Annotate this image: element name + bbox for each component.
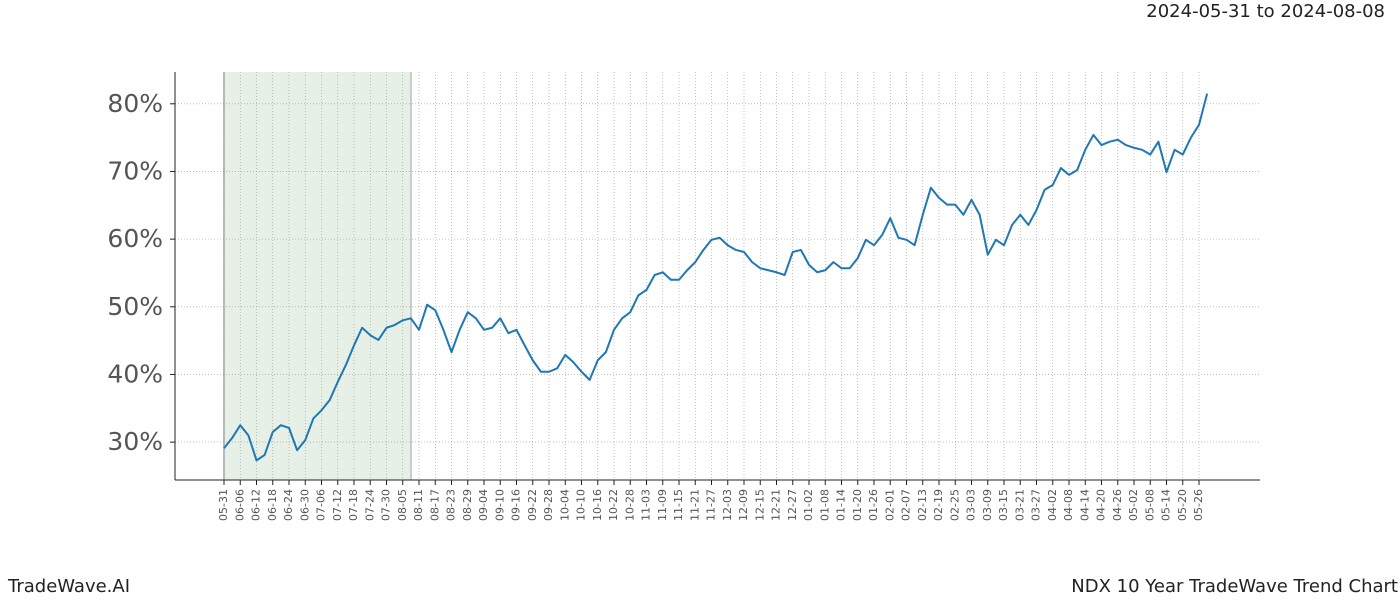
x-tick-label: 04-08	[1062, 489, 1075, 521]
x-tick-label: 12-09	[737, 489, 750, 521]
x-tick-label: 12-27	[786, 489, 799, 521]
x-tick-label: 08-29	[461, 489, 474, 521]
y-tick-label: 80%	[107, 89, 163, 118]
x-tick-label: 04-20	[1095, 489, 1108, 521]
x-tick-label: 05-26	[1192, 489, 1205, 521]
x-tick-label: 09-28	[542, 489, 555, 521]
x-tick-label: 02-13	[916, 489, 929, 521]
chart-name: NDX 10 Year TradeWave Trend Chart	[1071, 576, 1398, 597]
x-tick-label: 02-01	[883, 489, 896, 521]
y-tick-label: 40%	[107, 359, 163, 388]
x-tick-label: 09-10	[493, 489, 506, 521]
x-tick-label: 08-17	[428, 489, 441, 521]
x-tick-label: 10-16	[591, 489, 604, 521]
x-tick-label: 06-24	[282, 489, 295, 521]
x-tick-label: 12-03	[721, 489, 734, 521]
x-tick-label: 03-03	[965, 489, 978, 521]
x-tick-label: 01-26	[867, 489, 880, 521]
x-tick-label: 11-27	[705, 489, 718, 521]
x-tick-label: 07-06	[315, 489, 328, 521]
trend-line	[223, 93, 1209, 462]
x-tick-label: 11-09	[656, 489, 669, 521]
y-tick-label: 70%	[107, 156, 163, 185]
x-tick-label: 07-24	[363, 489, 376, 521]
x-tick-label: 12-21	[770, 489, 783, 521]
y-tick-label: 60%	[107, 224, 163, 253]
x-tick-label: 06-18	[266, 489, 279, 521]
x-tick-label: 12-15	[753, 489, 766, 521]
x-tick-label: 01-20	[851, 489, 864, 521]
highlight-range	[224, 72, 411, 480]
x-tick-label: 05-08	[1143, 489, 1156, 521]
x-tick-label: 10-28	[623, 489, 636, 521]
x-tick-label: 05-20	[1176, 489, 1189, 521]
x-tick-label: 03-27	[1030, 489, 1043, 521]
x-tick-label: 09-04	[477, 489, 490, 521]
y-tick-label: 50%	[107, 292, 163, 321]
x-tick-label: 02-07	[900, 489, 913, 521]
x-tick-label: 04-02	[1046, 489, 1059, 521]
x-tick-label: 11-03	[640, 489, 653, 521]
x-tick-label: 08-05	[396, 489, 409, 521]
y-tick-label: 30%	[107, 427, 163, 456]
x-tick-label: 10-22	[607, 489, 620, 521]
x-tick-label: 05-31	[217, 489, 230, 521]
x-tick-label: 01-14	[835, 489, 848, 521]
brand: TradeWave.AI	[7, 576, 130, 597]
x-tick-label: 11-21	[688, 489, 701, 521]
x-tick-label: 05-02	[1127, 489, 1140, 521]
x-tick-label: 03-21	[1013, 489, 1026, 521]
x-tick-label: 01-08	[818, 489, 831, 521]
x-tick-label: 06-12	[250, 489, 263, 521]
x-tick-label: 10-04	[558, 489, 571, 521]
x-tick-label: 05-14	[1160, 489, 1173, 521]
x-tick-label: 03-15	[997, 489, 1010, 521]
x-tick-label: 02-25	[948, 489, 961, 521]
x-tick-label: 02-19	[932, 489, 945, 521]
x-tick-label: 07-18	[347, 489, 360, 521]
x-tick-label: 01-02	[802, 489, 815, 521]
x-tick-label: 04-14	[1078, 489, 1091, 521]
x-tick-label: 11-15	[672, 489, 685, 521]
x-tick-label: 08-11	[412, 489, 425, 521]
x-tick-label: 03-09	[981, 489, 994, 521]
x-tick-label: 09-16	[510, 489, 523, 521]
date-range: 2024-05-31 to 2024-08-08	[1146, 1, 1385, 22]
x-tick-label: 10-10	[575, 489, 588, 521]
x-tick-label: 06-06	[233, 489, 246, 521]
x-tick-label: 08-23	[445, 489, 458, 521]
x-tick-label: 04-26	[1111, 489, 1124, 521]
x-tick-label: 09-22	[526, 489, 539, 521]
x-tick-label: 07-30	[380, 489, 393, 521]
x-tick-label: 07-12	[331, 489, 344, 521]
x-tick-label: 06-30	[298, 489, 311, 521]
